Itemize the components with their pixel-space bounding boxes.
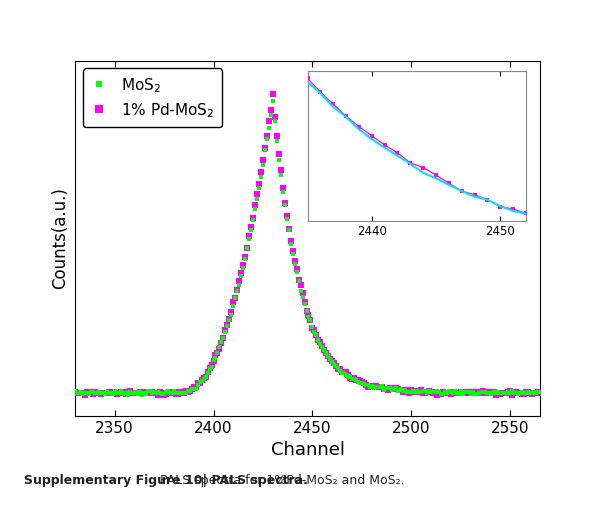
MoS$_2$	[71, 388, 79, 394]
Legend: MoS$_2$, 1% Pd-MoS$_2$: MoS$_2$, 1% Pd-MoS$_2$	[83, 68, 222, 127]
Line: MoS$_2$: MoS$_2$	[73, 99, 542, 397]
MoS$_2$	[536, 389, 544, 395]
Text: Supplementary Figure 10| PALS spectra.: Supplementary Figure 10| PALS spectra.	[24, 474, 308, 487]
1% Pd-MoS$_2$	[269, 91, 277, 97]
MoS$_2$	[418, 389, 425, 395]
1% Pd-MoS$_2$	[416, 388, 423, 394]
1% Pd-MoS$_2$	[445, 390, 452, 396]
1% Pd-MoS$_2$	[71, 389, 79, 395]
Line: 1% Pd-MoS$_2$: 1% Pd-MoS$_2$	[73, 91, 542, 398]
MoS$_2$	[253, 196, 260, 202]
MoS$_2$	[113, 389, 120, 395]
MoS$_2$	[125, 392, 132, 398]
MoS$_2$	[448, 389, 455, 395]
MoS$_2$	[262, 148, 269, 154]
Y-axis label: Counts(a.u.): Counts(a.u.)	[52, 188, 70, 289]
Text: PALS spectra for 1%Pd-MoS₂ and MoS₂.: PALS spectra for 1%Pd-MoS₂ and MoS₂.	[156, 474, 405, 487]
X-axis label: Channel: Channel	[271, 441, 344, 459]
MoS$_2$	[269, 98, 277, 104]
1% Pd-MoS$_2$	[325, 353, 332, 359]
1% Pd-MoS$_2$	[259, 157, 266, 163]
1% Pd-MoS$_2$	[251, 202, 259, 208]
1% Pd-MoS$_2$	[113, 391, 120, 397]
1% Pd-MoS$_2$	[509, 392, 516, 399]
MoS$_2$	[326, 356, 334, 362]
1% Pd-MoS$_2$	[536, 390, 544, 396]
